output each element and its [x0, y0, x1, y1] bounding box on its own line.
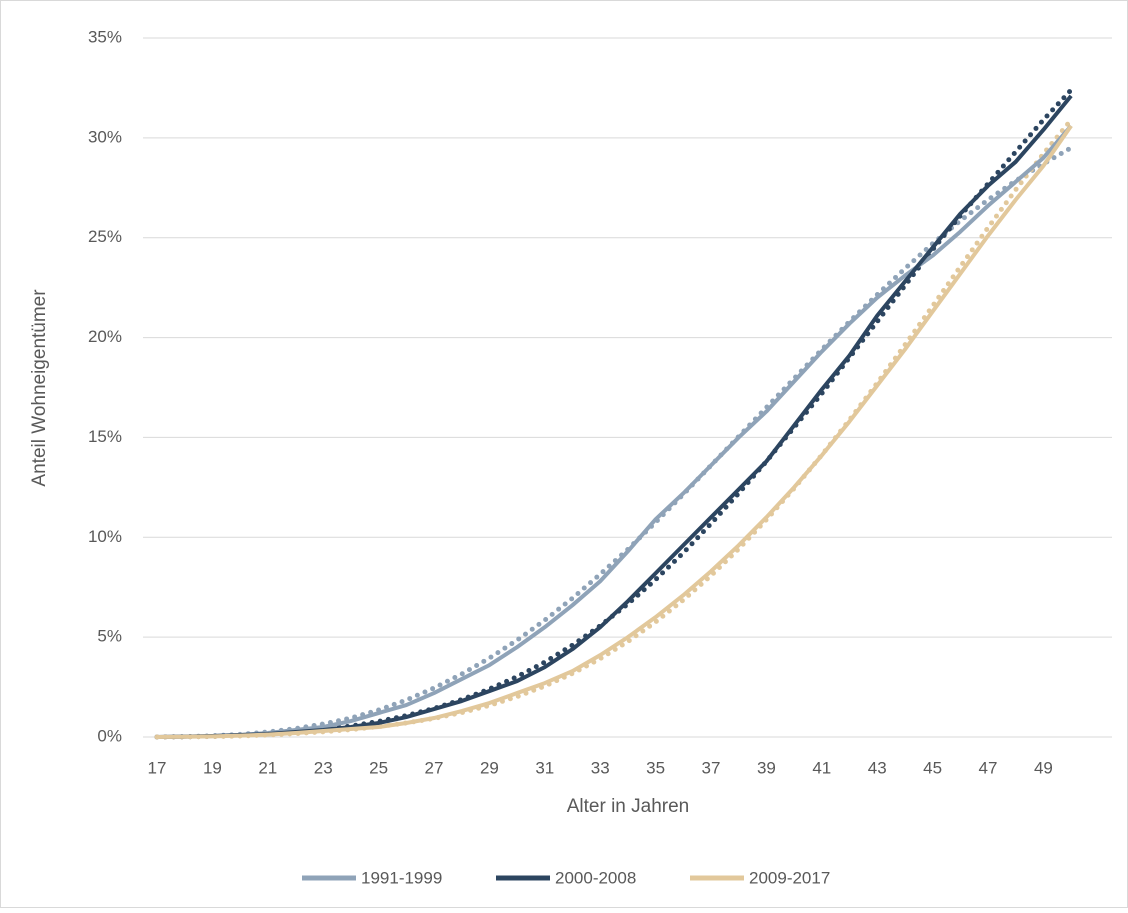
x-tick-label: 37: [702, 758, 721, 777]
series-line: [156, 124, 1073, 739]
trend-line: [154, 145, 1074, 740]
x-tick-label: 31: [535, 758, 554, 777]
x-tick-label: 47: [979, 758, 998, 777]
x-tick-label: 39: [757, 758, 776, 777]
y-tick-label: 20%: [88, 327, 122, 346]
y-tick-label: 30%: [88, 127, 122, 146]
legend-label: 1991-1999: [361, 868, 442, 887]
y-tick-label: 15%: [88, 427, 122, 446]
y-tick-label: 25%: [88, 227, 122, 246]
x-tick-label: 27: [425, 758, 444, 777]
legend-label: 2000-2008: [555, 868, 636, 887]
x-tick-label: 43: [868, 758, 887, 777]
x-tick-label: 41: [812, 758, 831, 777]
x-tick-label: 23: [314, 758, 333, 777]
x-tick-label: 29: [480, 758, 499, 777]
y-tick-label: 5%: [97, 627, 122, 646]
legend-label: 2009-2017: [749, 868, 830, 887]
y-tick-label: 0%: [97, 726, 122, 745]
x-tick-label: 19: [203, 758, 222, 777]
x-tick-label: 35: [646, 758, 665, 777]
x-tick-label: 21: [258, 758, 277, 777]
x-tick-label: 45: [923, 758, 942, 777]
x-tick-label: 49: [1034, 758, 1053, 777]
trend-line: [154, 117, 1074, 740]
y-tick-label: 35%: [88, 27, 122, 46]
x-axis-title: Alter in Jahren: [567, 796, 690, 817]
x-tick-label: 25: [369, 758, 388, 777]
y-tick-label: 10%: [88, 527, 122, 546]
y-axis-title: Anteil Wohneigentümer: [29, 289, 50, 487]
x-tick-label: 33: [591, 758, 610, 777]
x-tick-label: 17: [148, 758, 167, 777]
